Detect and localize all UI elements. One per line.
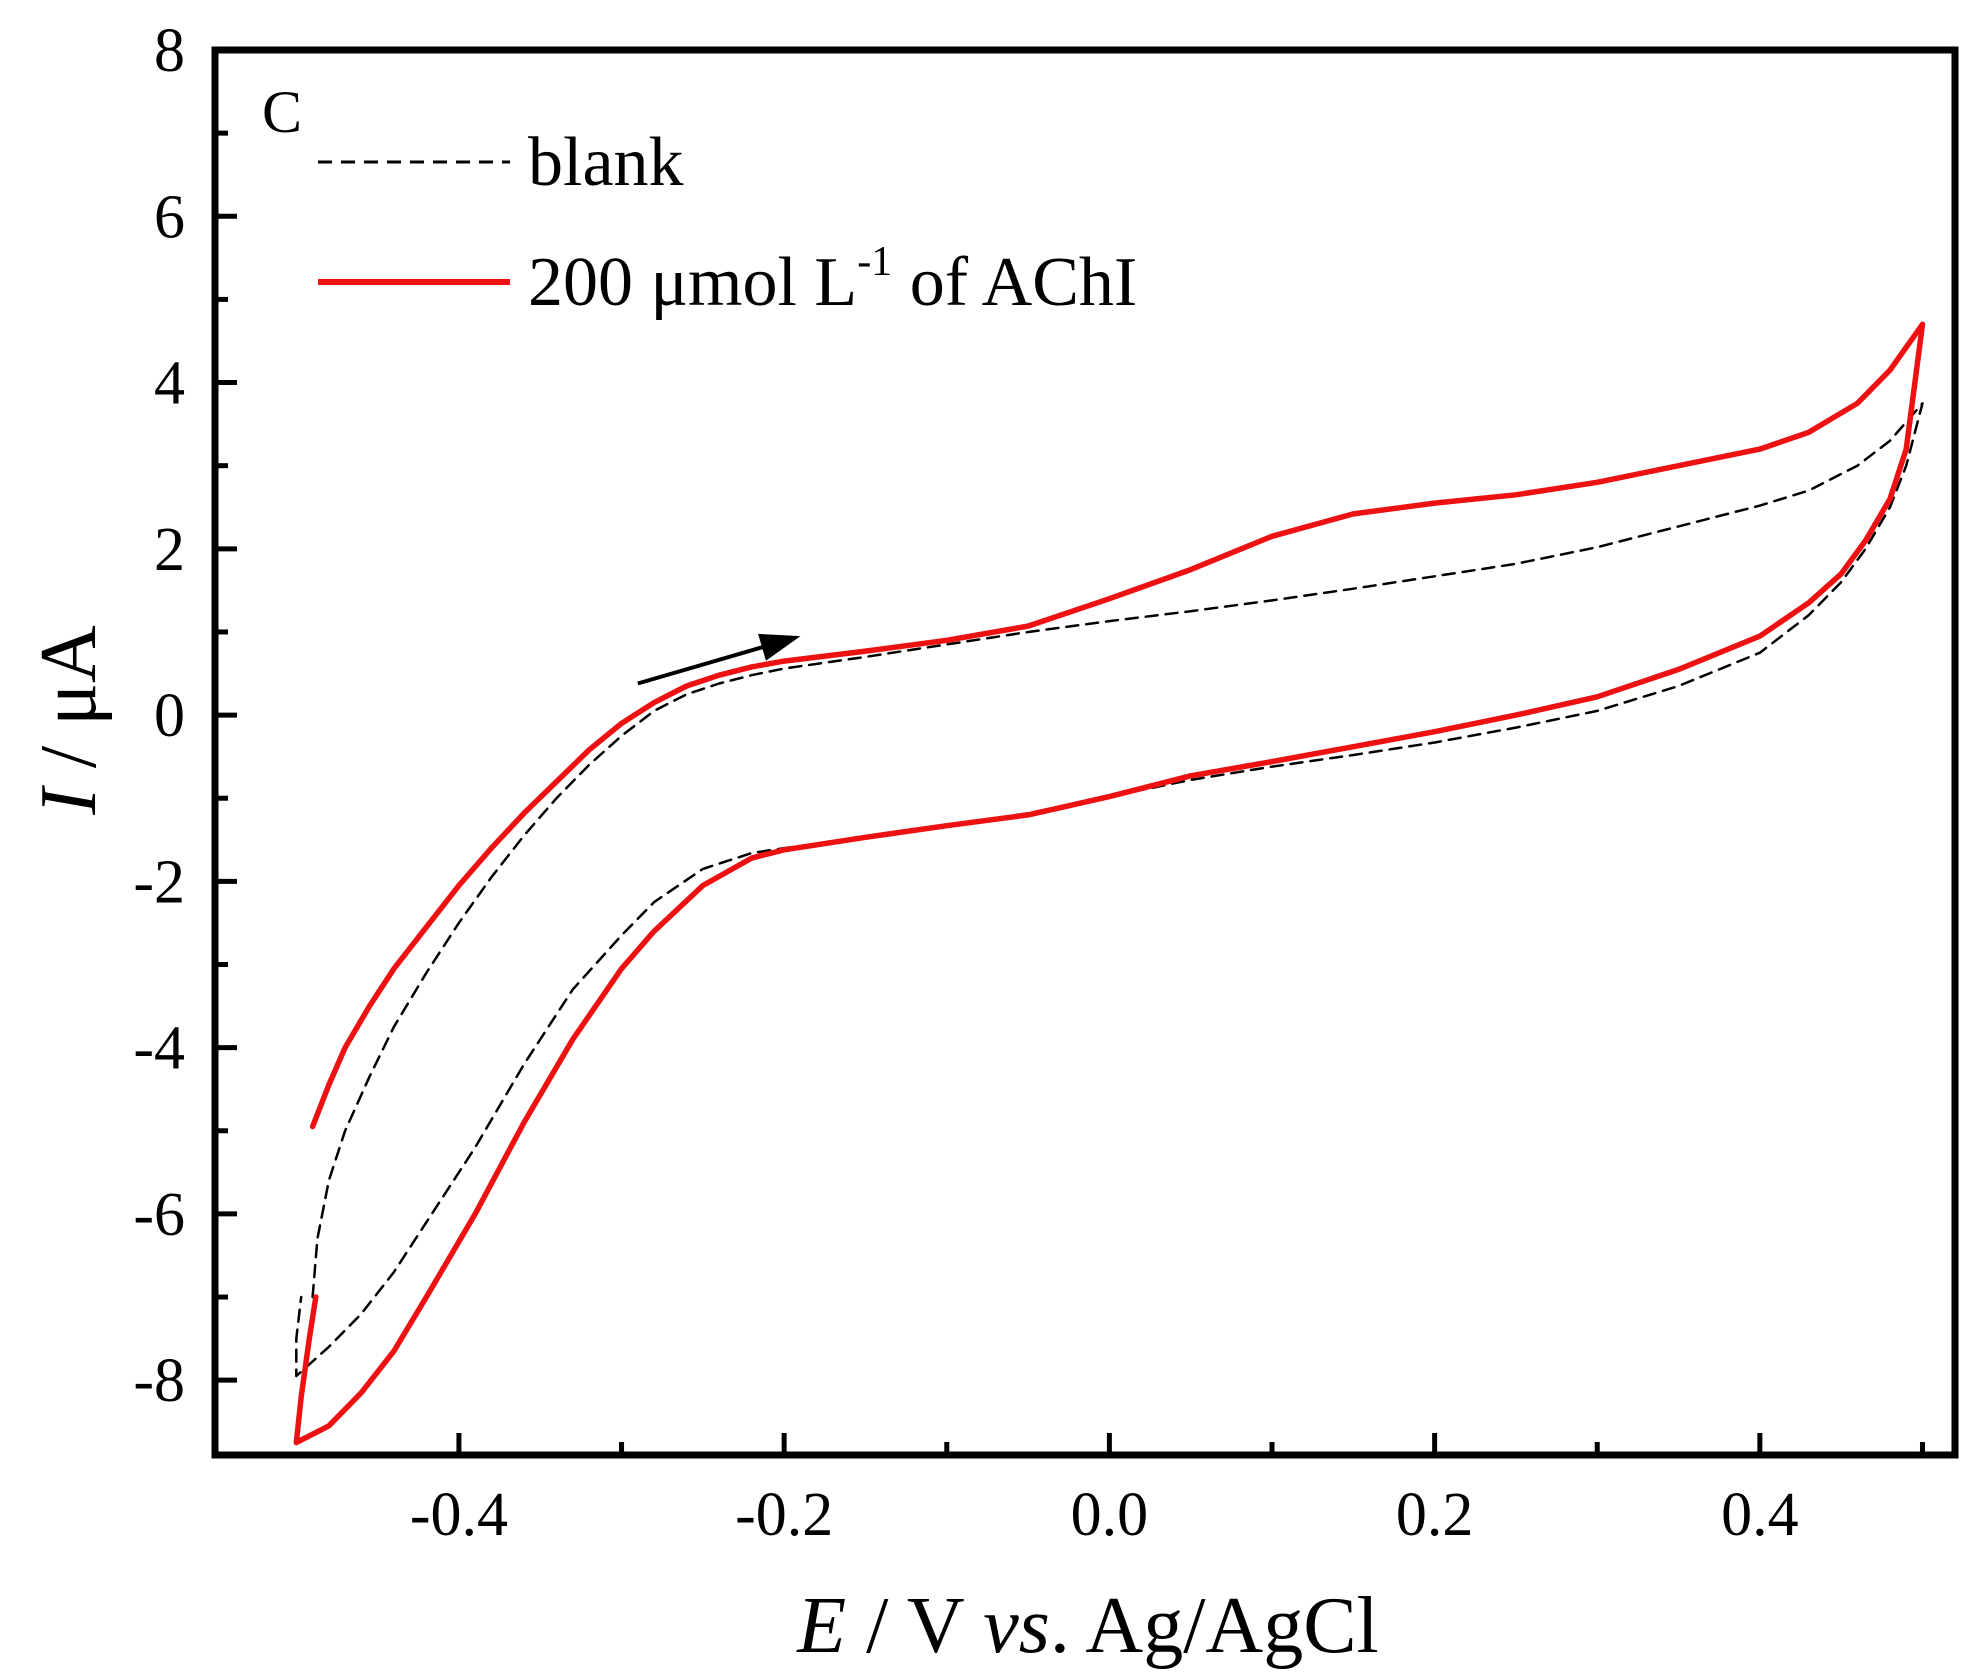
x-axis-title-unit: / V: [846, 1582, 983, 1670]
x-tick-label: 0.2: [1396, 1481, 1474, 1549]
x-axis-title: E / V vs. Ag/AgCl: [796, 1582, 1379, 1670]
y-axis-title-unit: / μA: [25, 625, 113, 788]
panel-label: C: [262, 79, 302, 145]
legend-label-achi-main: 200 μmol L: [528, 244, 857, 321]
legend-label-achi-sup: -1: [857, 239, 892, 285]
series-line-achi: [293, 321, 1926, 1446]
series-line-blank: [295, 402, 1924, 1378]
x-tick-label: -0.2: [735, 1481, 833, 1549]
arrow-shaft: [637, 645, 763, 686]
series-layer: [293, 321, 1926, 1446]
y-tick-label: -4: [133, 1015, 185, 1083]
y-axis-title: I / μA: [25, 625, 113, 816]
legend-label-blank: blank: [528, 124, 684, 201]
x-axis-title-vs: vs: [983, 1582, 1050, 1670]
x-axis-title-ref: . Ag/AgCl: [1050, 1582, 1379, 1670]
x-tick-label: 0.4: [1721, 1481, 1799, 1549]
x-tick-label: 0.0: [1071, 1481, 1149, 1549]
y-axis-title-var: I: [25, 785, 113, 816]
legend: blank 200 μmol L-1 of AChI: [318, 124, 1137, 321]
y-tick-label: 2: [154, 516, 185, 584]
x-tick-label: -0.4: [410, 1481, 508, 1549]
y-tick-label: 4: [154, 350, 185, 418]
y-tick-label: -6: [133, 1181, 185, 1249]
x-axis-ticks: -0.4 -0.2 0.0 0.2 0.4: [410, 1433, 1925, 1549]
arrow-head: [758, 633, 801, 661]
legend-label-achi-tail: of AChI: [892, 244, 1137, 321]
y-tick-label: 0: [154, 682, 185, 750]
scan-direction-arrow: [637, 633, 801, 686]
y-axis-ticks: -8 -6 -4 -2 0 2 4 6 8: [133, 17, 237, 1415]
plot-frame: [211, 46, 1959, 1459]
y-tick-label: -2: [133, 848, 185, 916]
y-tick-label: -8: [133, 1347, 185, 1415]
y-tick-label: 6: [154, 183, 185, 251]
y-tick-label: 8: [154, 17, 185, 85]
legend-label-achi: 200 μmol L-1 of AChI: [528, 239, 1137, 321]
x-axis-title-var: E: [796, 1582, 846, 1670]
